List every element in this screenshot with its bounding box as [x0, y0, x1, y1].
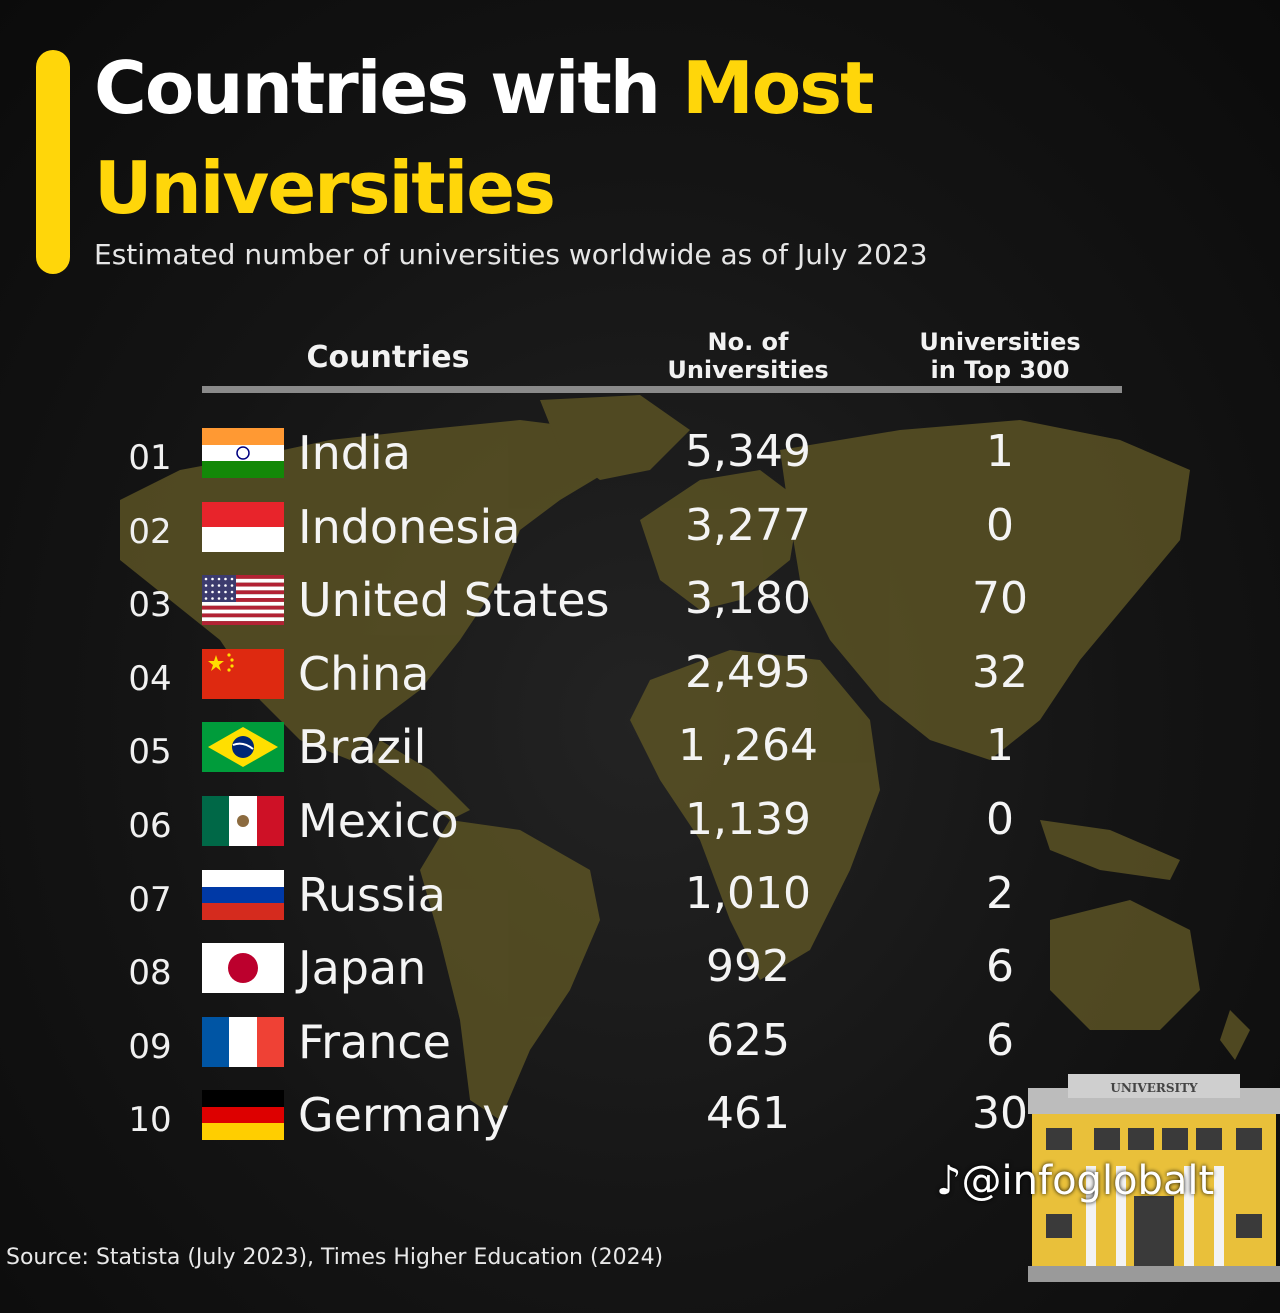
university-building-icon: UNIVERSITY	[1028, 1074, 1280, 1282]
row-rank: 10	[128, 1100, 172, 1141]
row-universities-count: 1 ,264	[678, 720, 818, 772]
france-flag-icon	[202, 1016, 284, 1067]
table-row: 10 Germany 461 30	[0, 1086, 1280, 1160]
mexico-flag-icon	[202, 796, 284, 846]
building-sign-text: UNIVERSITY	[1110, 1081, 1198, 1095]
row-top300-count: 6	[986, 1014, 1014, 1066]
russia-flag-icon	[202, 869, 284, 920]
row-country: Brazil	[298, 720, 427, 775]
china-flag-icon	[202, 648, 284, 699]
table-row: 05 Brazil 1 ,264 1	[0, 718, 1280, 792]
row-country: India	[298, 426, 411, 480]
header-top-line1: Universities	[919, 328, 1081, 356]
row-top300-count: 32	[972, 646, 1028, 698]
row-country: France	[298, 1014, 451, 1069]
title-accent-bar	[36, 50, 70, 274]
row-universities-count: 461	[706, 1088, 790, 1140]
germany-flag-icon	[202, 1090, 284, 1141]
header-num-line2: Universities	[667, 356, 829, 384]
india-flag-icon	[202, 428, 284, 478]
header-num-line1: No. of	[707, 328, 789, 356]
row-rank: 02	[128, 511, 172, 552]
row-country: Russia	[298, 867, 446, 922]
row-universities-count: 992	[706, 941, 790, 993]
row-country: Mexico	[298, 794, 459, 848]
tiktok-icon: ♪	[936, 1158, 962, 1204]
row-country: Germany	[298, 1088, 510, 1143]
watermark-handle: @infoglobalt	[961, 1158, 1215, 1204]
row-rank: 03	[128, 585, 172, 626]
row-rank: 06	[128, 806, 172, 846]
row-country: Japan	[298, 941, 427, 996]
header-number-of-universities: No. of Universities	[648, 328, 848, 384]
indonesia-flag-icon	[202, 501, 284, 552]
row-top300-count: 1	[986, 426, 1014, 477]
table-row: 07 Russia 1,010 2	[0, 866, 1280, 940]
brazil-flag-icon	[202, 722, 284, 773]
tiktok-watermark: ♪@infoglobalt	[936, 1158, 1214, 1204]
row-universities-count: 3,277	[685, 499, 811, 551]
table-row: 09 France 625 6	[0, 1013, 1280, 1087]
row-top300-count: 6	[986, 941, 1014, 993]
table-row: 01 India 5,349 1	[0, 424, 1280, 498]
table-row: 08 Japan 992 6	[0, 939, 1280, 1013]
row-universities-count: 2,495	[685, 646, 811, 698]
header-top-line2: in Top 300	[930, 356, 1070, 384]
title-part-1: Countries with	[94, 46, 683, 130]
row-country: Indonesia	[298, 499, 521, 554]
usa-flag-icon	[202, 575, 284, 626]
row-rank: 04	[128, 658, 172, 699]
row-universities-count: 5,349	[685, 426, 811, 477]
chart-subtitle: Estimated number of universities worldwi…	[94, 238, 928, 271]
row-rank: 05	[128, 732, 172, 773]
row-top300-count: 0	[986, 794, 1014, 845]
row-universities-count: 1,010	[685, 867, 811, 919]
table-row: 06 Mexico 1,139 0	[0, 792, 1280, 866]
header-top-300: Universities in Top 300	[890, 328, 1110, 384]
table-row: 04 China 2,495 32	[0, 645, 1280, 719]
row-top300-count: 0	[986, 499, 1014, 551]
japan-flag-icon	[202, 943, 284, 994]
row-rank: 07	[128, 879, 172, 920]
row-universities-count: 625	[706, 1014, 790, 1066]
row-rank: 09	[128, 1026, 172, 1067]
chart-title: Countries with Most Universities	[94, 38, 875, 238]
title-part-3: Universities	[94, 146, 556, 230]
row-country: China	[298, 646, 430, 701]
header-divider	[202, 386, 1122, 393]
row-universities-count: 1,139	[685, 794, 811, 845]
title-part-2: Most	[682, 46, 874, 130]
source-note: Source: Statista (July 2023), Times High…	[6, 1245, 664, 1270]
row-top300-count: 2	[986, 867, 1014, 919]
row-country: United States	[298, 573, 610, 628]
row-rank: 08	[128, 953, 172, 994]
row-top300-count: 1	[986, 720, 1014, 772]
row-top300-count: 30	[972, 1088, 1028, 1140]
header-countries: Countries	[306, 340, 470, 375]
row-universities-count: 3,180	[685, 573, 811, 625]
table-row: 03 United States 3,180 70	[0, 571, 1280, 645]
row-top300-count: 70	[972, 573, 1028, 625]
row-rank: 01	[128, 438, 172, 478]
table-row: 02 Indonesia 3,277 0	[0, 498, 1280, 572]
